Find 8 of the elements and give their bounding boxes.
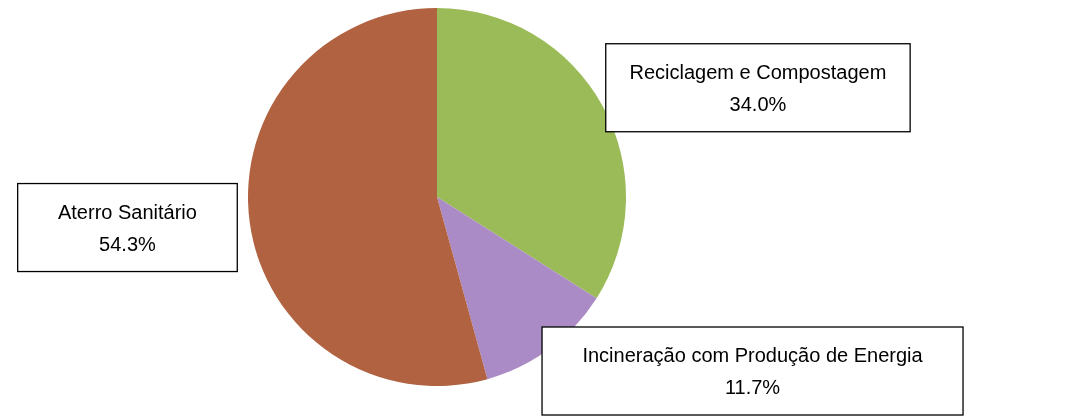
slice-label: Incineração com Produção de Energia bbox=[582, 344, 924, 366]
pie-slice bbox=[437, 8, 626, 299]
data-label: 11.7% bbox=[724, 376, 781, 398]
data-label: 54.3% bbox=[99, 232, 157, 255]
slice-label: Aterro Sanitário bbox=[57, 200, 197, 223]
pie-slice bbox=[248, 8, 488, 386]
slice-label: Reciclagem e Compostagem bbox=[629, 60, 887, 83]
data-label: 34.0% bbox=[729, 92, 787, 115]
